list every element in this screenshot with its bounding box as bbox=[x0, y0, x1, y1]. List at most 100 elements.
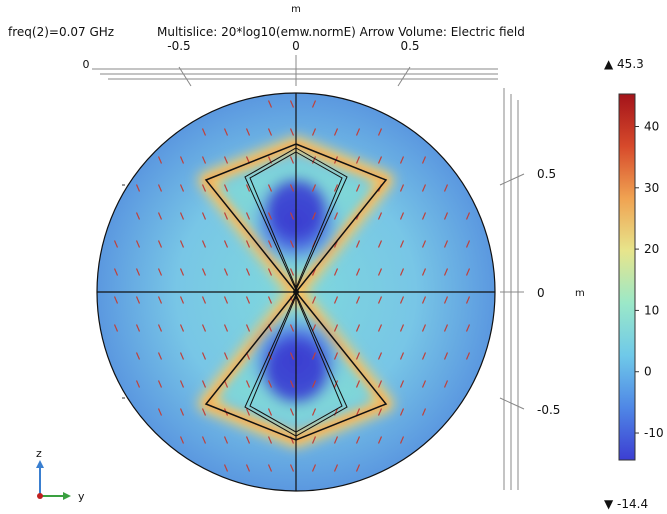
y-axis-unit: m bbox=[291, 4, 301, 15]
field-arrow bbox=[201, 240, 207, 248]
field-arrow bbox=[311, 100, 317, 108]
colorbar-tick-label: 0 bbox=[644, 365, 652, 379]
field-arrow bbox=[113, 268, 119, 276]
colorbar-tick-label: 30 bbox=[644, 181, 659, 195]
field-arrow bbox=[245, 240, 251, 248]
field-arrow bbox=[267, 240, 273, 248]
field-arrow bbox=[157, 296, 163, 304]
field-arrow bbox=[333, 380, 339, 388]
field-arrow bbox=[465, 352, 471, 360]
field-arrow bbox=[289, 268, 295, 276]
colorbar-tick-label: 40 bbox=[644, 119, 659, 133]
field-arrow bbox=[421, 212, 427, 220]
plot-title: Multislice: 20*log10(emw.normE) Arrow Vo… bbox=[157, 25, 525, 39]
field-arrow bbox=[245, 268, 251, 276]
field-arrow bbox=[377, 408, 383, 416]
field-arrow bbox=[311, 156, 317, 164]
field-arrow bbox=[135, 268, 141, 276]
field-arrow bbox=[179, 240, 185, 248]
field-arrow bbox=[377, 268, 383, 276]
colorbar-min-label: ▼ -14.4 bbox=[604, 497, 648, 511]
field-arrow bbox=[157, 324, 163, 332]
field-arrow bbox=[333, 268, 339, 276]
field-arrow bbox=[179, 156, 185, 164]
field-arrow bbox=[421, 408, 427, 416]
field-arrow bbox=[223, 436, 229, 444]
field-arrow bbox=[201, 296, 207, 304]
field-arrow bbox=[113, 240, 119, 248]
field-arrow bbox=[245, 408, 251, 416]
field-arrow bbox=[399, 184, 405, 192]
field-arrow bbox=[179, 408, 185, 416]
field-arrow bbox=[421, 352, 427, 360]
field-arrow bbox=[377, 212, 383, 220]
field-arrow bbox=[245, 296, 251, 304]
field-arrow bbox=[399, 408, 405, 416]
field-arrow bbox=[377, 324, 383, 332]
z-axis: 0.5 0 -0.5 m bbox=[499, 88, 585, 490]
y-tick-label: 0.5 bbox=[400, 39, 419, 53]
field-arrow bbox=[355, 324, 361, 332]
field-arrow bbox=[289, 156, 295, 164]
field-arrow bbox=[333, 464, 339, 472]
field-arrow bbox=[443, 296, 449, 304]
field-arrow bbox=[245, 324, 251, 332]
field-arrow bbox=[157, 268, 163, 276]
field-arrow bbox=[311, 380, 317, 388]
colorbar-tick-label: -10 bbox=[644, 426, 664, 440]
field-arrow bbox=[289, 324, 295, 332]
field-arrow bbox=[289, 240, 295, 248]
field-arrow bbox=[289, 184, 295, 192]
field-arrow bbox=[223, 296, 229, 304]
field-arrow bbox=[135, 380, 141, 388]
field-arrow bbox=[157, 408, 163, 416]
field-arrow bbox=[113, 324, 119, 332]
geometry-outline bbox=[96, 92, 496, 492]
triad-y-label: y bbox=[78, 490, 85, 503]
field-arrow bbox=[179, 268, 185, 276]
field-arrow bbox=[157, 212, 163, 220]
field-arrow bbox=[399, 268, 405, 276]
field-arrow bbox=[465, 240, 471, 248]
field-arrow bbox=[113, 296, 119, 304]
field-arrow bbox=[223, 352, 229, 360]
field-arrow bbox=[179, 436, 185, 444]
field-arrow bbox=[311, 324, 317, 332]
field-arrow bbox=[399, 240, 405, 248]
field-arrow bbox=[201, 408, 207, 416]
field-arrow bbox=[179, 352, 185, 360]
field-arrow bbox=[399, 324, 405, 332]
field-arrow bbox=[443, 324, 449, 332]
field-arrow bbox=[399, 352, 405, 360]
field-arrow bbox=[311, 268, 317, 276]
field-arrow bbox=[443, 380, 449, 388]
field-arrow bbox=[157, 156, 163, 164]
field-arrow bbox=[333, 352, 339, 360]
field-arrow bbox=[135, 324, 141, 332]
field-arrow bbox=[311, 184, 317, 192]
colorbar-max-label: ▲ 45.3 bbox=[604, 57, 644, 71]
field-arrow bbox=[333, 436, 339, 444]
field-arrow bbox=[465, 296, 471, 304]
field-arrow bbox=[179, 296, 185, 304]
field-arrow bbox=[223, 184, 229, 192]
field-arrow bbox=[355, 268, 361, 276]
field-arrow bbox=[399, 212, 405, 220]
field-arrow bbox=[267, 464, 273, 472]
electric-field-arrows bbox=[113, 100, 471, 472]
field-arrow bbox=[289, 464, 295, 472]
field-arrow bbox=[201, 268, 207, 276]
field-arrow bbox=[289, 128, 295, 136]
field-arrow bbox=[223, 212, 229, 220]
field-arrow bbox=[443, 184, 449, 192]
field-arrow bbox=[245, 128, 251, 136]
field-arrow bbox=[355, 352, 361, 360]
z-tick-label: 0 bbox=[537, 286, 545, 300]
field-arrow bbox=[399, 156, 405, 164]
field-arrow bbox=[201, 128, 207, 136]
field-arrow bbox=[421, 296, 427, 304]
field-arrow bbox=[377, 128, 383, 136]
field-arrow bbox=[179, 380, 185, 388]
field-arrow bbox=[267, 128, 273, 136]
